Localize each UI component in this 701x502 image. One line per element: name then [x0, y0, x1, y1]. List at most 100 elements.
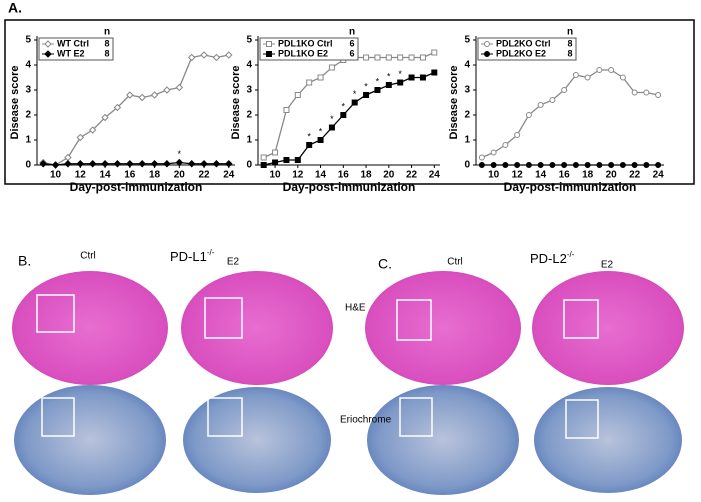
marker [490, 149, 497, 156]
legend-n: 8 [567, 38, 572, 48]
section [532, 271, 684, 385]
legend-label: PDL1KO Ctrl [278, 38, 333, 48]
marker [187, 53, 196, 62]
legend-header: n [567, 27, 573, 38]
marker [514, 162, 521, 168]
y-tick-label: 5 [464, 35, 470, 46]
marker [397, 79, 404, 86]
y-tick-label: 2 [25, 110, 31, 121]
y-axis-label: Disease score [230, 66, 242, 140]
marker [187, 160, 196, 168]
marker [101, 113, 109, 122]
marker [39, 160, 47, 168]
y-tick-label: 3 [25, 85, 31, 96]
marker [283, 107, 290, 113]
marker [419, 74, 426, 81]
marker [88, 126, 97, 134]
marker [51, 161, 60, 169]
marker [138, 93, 146, 102]
significance: * [319, 126, 323, 136]
column-label: E2 [601, 260, 614, 271]
marker [561, 162, 568, 168]
inset [204, 297, 243, 339]
legend-frame [477, 37, 577, 61]
marker [200, 51, 208, 59]
x-tick-label: 24 [653, 170, 665, 181]
marker [150, 160, 159, 168]
section [367, 385, 519, 495]
x-tick-label: 14 [315, 170, 327, 181]
marker [584, 162, 591, 168]
marker [294, 157, 301, 163]
marker [408, 74, 415, 81]
x-axis-label: Day-post-immunization [504, 180, 637, 194]
marker [150, 91, 159, 99]
y-tick-label: 3 [464, 85, 470, 96]
marker [631, 89, 638, 96]
legend-label: WT E2 [57, 48, 85, 58]
marker [163, 86, 171, 94]
x-tick-label: 24 [223, 170, 235, 181]
column-label: Ctrl [447, 257, 463, 268]
x-tick-label: 24 [429, 170, 441, 181]
marker [596, 67, 603, 73]
section [183, 387, 331, 493]
marker [478, 154, 485, 161]
y-tick-label: 0 [464, 160, 470, 171]
marker [631, 162, 638, 168]
x-axis-label: Day-post-immunization [70, 180, 203, 194]
x-tick-label: 18 [582, 170, 594, 181]
marker [408, 54, 415, 61]
y-axis-label: Disease score [448, 66, 460, 140]
marker [351, 99, 358, 106]
marker [537, 102, 544, 108]
x-axis-label: Day-post-immunization [283, 180, 416, 194]
x-tick-label: 16 [124, 170, 136, 181]
genotype-label: PD-L1-/- [170, 248, 215, 264]
inset [565, 399, 599, 439]
inset [396, 299, 432, 341]
marker [101, 160, 109, 168]
x-tick-label: 20 [174, 170, 186, 181]
genotype: PD-L1 [170, 249, 207, 264]
marker [584, 74, 591, 81]
marker [385, 54, 392, 61]
marker [225, 51, 233, 59]
marker [490, 162, 497, 168]
marker [431, 69, 438, 76]
marker [363, 92, 370, 98]
marker [502, 162, 509, 168]
inset [399, 397, 433, 437]
stain-label: H&E [345, 303, 366, 314]
legend-marker [44, 40, 52, 48]
y-tick-label: 1 [25, 135, 31, 146]
y-tick-label: 2 [246, 110, 252, 121]
y-axis-label: Disease score [9, 66, 21, 140]
y-tick-label: 0 [246, 160, 252, 171]
marker [655, 92, 662, 98]
marker [283, 157, 290, 163]
marker [294, 92, 301, 98]
legend-marker [266, 51, 272, 57]
marker [175, 83, 184, 92]
x-tick-label: 10 [50, 170, 62, 181]
marker [212, 160, 221, 168]
y-tick-label: 4 [246, 60, 252, 71]
x-tick-label: 12 [512, 170, 524, 181]
section [14, 385, 166, 495]
inset [36, 294, 75, 333]
legend-n: 6 [349, 48, 354, 58]
marker [306, 79, 313, 86]
genotype-sup: -/- [207, 248, 215, 257]
y-tick-label: 1 [246, 135, 252, 146]
marker [549, 162, 556, 168]
marker [619, 162, 626, 168]
panel-label: A. [8, 0, 22, 16]
marker [126, 91, 134, 99]
genotype: PD-L2 [530, 251, 567, 266]
marker [317, 137, 324, 143]
x-tick-label: 12 [292, 170, 304, 181]
marker [76, 160, 85, 168]
section [534, 387, 682, 493]
